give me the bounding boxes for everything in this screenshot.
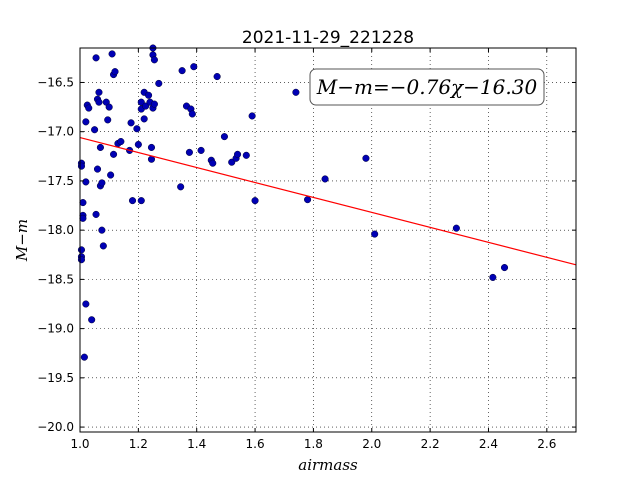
x-tick-label: 1.4	[187, 437, 206, 451]
y-tick-label: −18.5	[37, 272, 74, 286]
data-point	[142, 102, 150, 110]
data-point	[98, 179, 106, 187]
data-point	[145, 91, 153, 99]
data-point	[292, 88, 300, 96]
data-point	[242, 151, 250, 159]
data-point	[108, 50, 116, 58]
data-point	[91, 126, 99, 134]
data-point	[147, 143, 156, 151]
fit-line	[79, 137, 577, 266]
data-point	[150, 100, 158, 108]
data-point	[93, 165, 102, 173]
data-points	[77, 44, 509, 361]
data-point	[127, 119, 135, 127]
data-point	[133, 125, 141, 133]
x-tick-label: 1.6	[246, 437, 265, 451]
data-point	[185, 148, 193, 156]
data-point	[452, 224, 460, 232]
data-point	[82, 178, 90, 186]
x-tick-label: 1.0	[70, 437, 89, 451]
data-point	[190, 63, 198, 71]
data-point	[362, 154, 370, 162]
data-point	[79, 199, 87, 207]
data-point	[98, 226, 106, 234]
data-point	[82, 300, 90, 308]
x-tick-label: 2.4	[479, 437, 498, 451]
data-point	[228, 158, 236, 166]
y-axis-label: M−m	[13, 219, 31, 262]
equation-annotation: M−m=−0.76χ−16.30	[309, 68, 545, 106]
y-tick-label: −19.0	[37, 322, 74, 336]
chart-title: 2021-11-29_221228	[242, 28, 414, 48]
data-point	[137, 98, 145, 106]
data-point	[197, 146, 205, 154]
data-point	[99, 242, 107, 250]
data-point	[82, 118, 90, 126]
plot-frame	[79, 47, 577, 433]
data-point	[251, 197, 259, 205]
data-point	[79, 214, 87, 222]
data-point	[128, 197, 137, 205]
equation-text: M−m=−0.76χ−16.30	[316, 75, 538, 99]
y-axis: −16.5 −17.0 −17.5 −18.0 −18.5 −19.0 −19.5 −20.0	[37, 75, 576, 434]
data-point	[77, 162, 86, 170]
data-point	[489, 273, 497, 281]
data-point	[248, 112, 256, 120]
data-point	[188, 110, 196, 118]
data-point	[88, 316, 96, 324]
y-tick-label: −16.5	[37, 75, 74, 89]
data-point	[110, 150, 118, 158]
fit-line-path	[79, 137, 577, 266]
x-tick-label: 2.0	[362, 437, 381, 451]
data-point	[500, 264, 509, 272]
data-point	[85, 104, 93, 112]
data-point	[220, 133, 228, 141]
y-tick-label: −20.0	[37, 420, 74, 434]
data-point	[304, 196, 312, 204]
x-tick-label: 1.8	[304, 437, 323, 451]
data-point	[209, 159, 217, 167]
data-point	[92, 210, 100, 218]
x-axis: 1.0 1.2 1.4 1.6 1.8 2.0 2.2 2.4 2.6	[70, 48, 556, 451]
data-point	[321, 175, 329, 183]
y-tick-label: −17.5	[37, 174, 74, 188]
y-tick-label: −18.0	[37, 223, 74, 237]
data-point	[213, 73, 221, 81]
x-axis-label: airmass	[298, 456, 358, 474]
data-point	[140, 115, 148, 123]
data-point	[105, 103, 113, 111]
y-tick-label: −17.0	[37, 125, 74, 139]
data-point	[178, 67, 186, 75]
data-point	[92, 54, 100, 62]
data-point	[111, 68, 119, 76]
data-point	[371, 230, 379, 238]
x-tick-label: 2.2	[421, 437, 440, 451]
data-point	[150, 56, 158, 64]
y-tick-label: −19.5	[37, 371, 74, 385]
data-point	[177, 183, 185, 191]
x-tick-label: 2.6	[537, 437, 556, 451]
data-point	[95, 88, 103, 96]
equation-box	[309, 68, 545, 106]
data-point	[234, 150, 242, 158]
x-tick-label: 1.2	[129, 437, 148, 451]
data-point	[137, 197, 145, 205]
data-point	[107, 171, 115, 179]
data-point	[77, 246, 86, 254]
data-point	[77, 256, 86, 264]
data-point	[134, 140, 142, 149]
data-point	[117, 137, 125, 146]
data-point	[96, 143, 104, 151]
data-point	[80, 353, 88, 361]
data-point	[155, 79, 163, 87]
data-point	[95, 98, 103, 106]
data-point	[104, 116, 112, 124]
